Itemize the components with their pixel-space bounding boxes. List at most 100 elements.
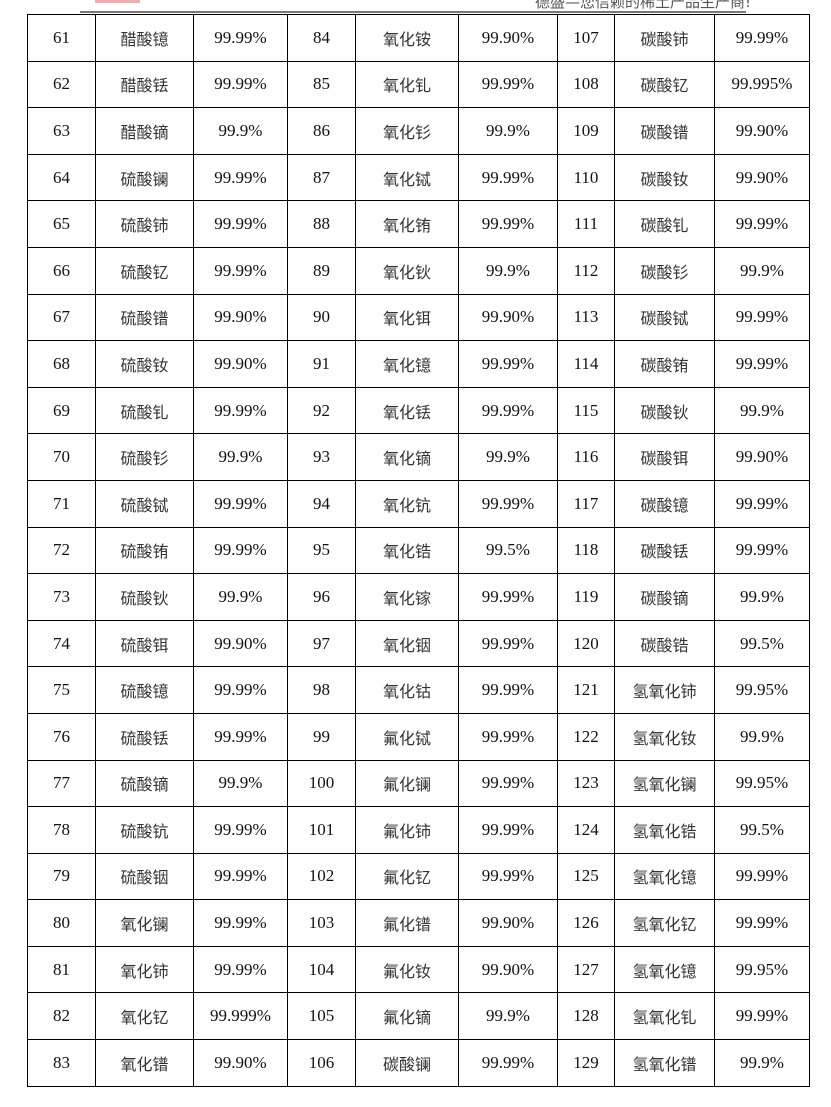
cell-purity: 99.99% [458,712,558,761]
cell-number: 113 [557,293,615,342]
table-row: 71 硫酸铽 99.99% 94 氧化钪 99.99% 117 碳酸镱 99.99% [27,479,810,528]
cell-number: 105 [287,992,356,1041]
cell-purity: 99.9% [193,107,288,155]
table-row: 80 氧化镧 99.99% 103 氟化镨 99.90% 126 氢氧化钇 99.99% [27,899,810,947]
cell-name: 硫酸钬 [95,573,194,621]
cell-name: 氧化铟 [355,619,459,668]
cell-number: 120 [557,619,615,668]
table-row: 61 醋酸镱 99.99% 84 氧化铵 99.90% 107 碳酸铈 99.99% [27,14,810,62]
cell-number: 80 [27,899,96,947]
cell-purity: 99.90% [193,340,288,388]
cell-name: 氧化铵 [355,14,459,62]
cell-purity: 99.5% [714,806,810,854]
cell-name: 醋酸铥 [95,60,194,109]
cell-name: 氧化钬 [355,246,459,295]
cell-name: 氧化钆 [355,60,459,109]
cell-purity: 99.99% [714,14,810,62]
cell-name: 氧化钴 [355,666,459,714]
cell-number: 63 [27,107,96,155]
cell-name: 氟化镝 [355,992,459,1041]
cell-name: 硫酸镧 [95,153,194,202]
cell-number: 97 [287,619,356,668]
cell-number: 66 [27,246,96,295]
cell-number: 114 [557,340,615,388]
cell-number: 84 [287,14,356,62]
cell-number: 95 [287,526,356,575]
cell-purity: 99.99% [193,200,288,248]
cell-purity: 99.9% [458,992,558,1041]
table-row: 68 硫酸钕 99.90% 91 氧化镱 99.99% 114 碳酸铕 99.99% [27,340,810,388]
cell-purity: 99.99% [458,573,558,621]
cell-number: 94 [287,479,356,528]
cell-name: 碳酸铽 [614,293,715,342]
cell-purity: 99.99% [458,479,558,528]
cell-number: 65 [27,200,96,248]
cell-number: 90 [287,293,356,342]
cell-number: 81 [27,945,96,994]
cell-name: 硫酸铕 [95,526,194,575]
cell-purity: 99.99% [193,806,288,854]
table-row: 67 硫酸镨 99.90% 90 氧化铒 99.90% 113 碳酸铽 99.99% [27,293,810,342]
cell-name: 碳酸铕 [614,340,715,388]
cell-purity: 99.99% [193,899,288,947]
cell-number: 126 [557,899,615,947]
cell-name: 氧化镓 [355,573,459,621]
cell-number: 76 [27,712,96,761]
cell-purity: 99.99% [458,806,558,854]
cell-number: 109 [557,107,615,155]
cell-purity: 99.90% [458,945,558,994]
cell-name: 碳酸镱 [614,479,715,528]
cell-number: 92 [287,386,356,435]
cell-purity: 99.90% [193,1039,288,1087]
table-row: 73 硫酸钬 99.9% 96 氧化镓 99.99% 119 碳酸镝 99.9% [27,573,810,621]
cell-name: 硫酸钐 [95,433,194,481]
cell-name: 氢氧化镱 [614,852,715,901]
cell-number: 86 [287,107,356,155]
cell-purity: 99.99% [193,386,288,435]
table-row: 65 硫酸铈 99.99% 88 氧化铕 99.99% 111 碳酸钆 99.99% [27,200,810,248]
table-row: 70 硫酸钐 99.9% 93 氧化镝 99.9% 116 碳酸铒 99.90% [27,433,810,481]
cell-name: 硫酸铟 [95,852,194,901]
cell-purity: 99.9% [193,573,288,621]
cell-name: 氢氧化镨 [614,1039,715,1087]
cell-name: 氧化镧 [95,899,194,947]
cell-number: 124 [557,806,615,854]
cell-name: 氟化钇 [355,852,459,901]
cell-number: 127 [557,945,615,994]
table-row: 62 醋酸铥 99.99% 85 氧化钆 99.99% 108 碳酸钇 99.995% [27,60,810,109]
cell-number: 68 [27,340,96,388]
cell-purity: 99.9% [458,107,558,155]
cell-number: 73 [27,573,96,621]
cell-purity: 99.99% [193,60,288,109]
cell-number: 125 [557,852,615,901]
cell-name: 氟化钕 [355,945,459,994]
cell-purity: 99.99% [193,666,288,714]
cell-name: 硫酸钆 [95,386,194,435]
cell-purity: 99.9% [714,386,810,435]
cell-purity: 99.5% [458,526,558,575]
cell-number: 128 [557,992,615,1041]
cell-purity: 99.99% [193,14,288,62]
cell-name: 碳酸钇 [614,60,715,109]
cell-name: 硫酸钇 [95,246,194,295]
cell-purity: 99.99% [193,712,288,761]
cell-name: 氧化锆 [355,526,459,575]
cell-name: 碳酸镝 [614,573,715,621]
cell-name: 氧化镨 [95,1039,194,1087]
cell-purity: 99.95% [714,945,810,994]
cell-name: 碳酸铥 [614,526,715,575]
cell-name: 碳酸镧 [355,1039,459,1087]
cell-purity: 99.9% [714,246,810,295]
cell-purity: 99.99% [458,200,558,248]
cell-number: 107 [557,14,615,62]
cell-purity: 99.95% [714,759,810,808]
cell-name: 碳酸铒 [614,433,715,481]
cell-purity: 99.99% [714,200,810,248]
cell-number: 67 [27,293,96,342]
cell-number: 118 [557,526,615,575]
cell-number: 98 [287,666,356,714]
header-divider [80,11,746,13]
cell-number: 108 [557,60,615,109]
cell-purity: 99.99% [458,619,558,668]
cell-name: 碳酸镨 [614,107,715,155]
